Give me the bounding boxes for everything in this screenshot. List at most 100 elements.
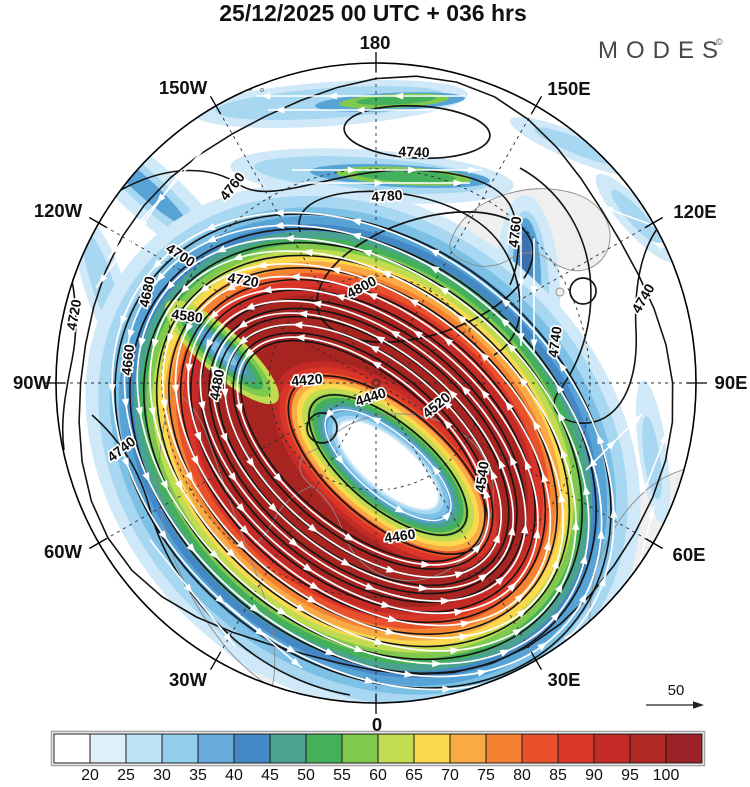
colorbar-tick-label: 50 bbox=[297, 767, 315, 782]
longitude-ticks bbox=[45, 52, 707, 714]
streamline-arrowhead bbox=[374, 179, 385, 187]
wind-speed-shading bbox=[67, 80, 677, 703]
streamline bbox=[149, 250, 577, 652]
streamline-arrowhead bbox=[443, 419, 453, 430]
streamline-arrowhead bbox=[289, 273, 300, 281]
longitude-tick bbox=[89, 537, 107, 550]
streamline-arrowhead bbox=[408, 298, 420, 307]
streamline-arrowhead bbox=[171, 384, 180, 395]
streamline bbox=[187, 287, 539, 615]
contour-label: 4740 bbox=[628, 281, 658, 316]
streamline-arrowhead bbox=[152, 259, 162, 270]
streamline-arrowhead bbox=[632, 414, 642, 424]
streamline-arrowhead bbox=[334, 294, 346, 302]
height-contour bbox=[343, 104, 491, 160]
streamline-arrowhead bbox=[448, 389, 458, 400]
meridian-line bbox=[215, 105, 537, 661]
page-title: 25/12/2025 00 UTC + 036 hrs bbox=[219, 0, 527, 26]
streamline-arrowhead bbox=[344, 532, 355, 541]
height-contour-rim bbox=[78, 75, 674, 676]
logo-text: MODES bbox=[598, 37, 726, 64]
streamline-arrowhead bbox=[512, 628, 523, 637]
colorbar-cell bbox=[161, 733, 199, 764]
streamline-arrowhead bbox=[541, 472, 549, 483]
streamline-arrowhead bbox=[454, 608, 465, 616]
streamline-arrowhead bbox=[206, 339, 214, 350]
colorbar-cell bbox=[233, 733, 271, 764]
shading-patch bbox=[534, 127, 620, 165]
streamline-arrowhead bbox=[232, 253, 243, 261]
longitude-label: 150E bbox=[547, 78, 590, 99]
streamline bbox=[223, 323, 503, 579]
streamline-arrowhead bbox=[370, 416, 382, 425]
streamline-arrowhead bbox=[517, 333, 525, 343]
streamline-arrowhead bbox=[244, 302, 256, 310]
longitude-label: 180 bbox=[360, 32, 391, 53]
streamline-arrowhead bbox=[412, 330, 424, 339]
height-contours bbox=[61, 75, 674, 696]
streamline-arrowhead bbox=[209, 549, 219, 560]
streamline-arrowhead bbox=[139, 219, 148, 229]
streamline-arrowhead bbox=[302, 248, 313, 257]
streamline-arrowhead bbox=[385, 627, 396, 635]
colorbar-tick-label: 25 bbox=[117, 767, 135, 782]
streamline-arrowhead bbox=[236, 540, 247, 551]
longitude-tick bbox=[530, 652, 543, 670]
streamline-arrowhead bbox=[441, 511, 452, 522]
streamline-arrowhead bbox=[509, 455, 518, 466]
colorbar-tick-label: 65 bbox=[405, 767, 423, 782]
latitude-circle bbox=[161, 168, 591, 598]
streamline-arrowhead bbox=[228, 472, 237, 483]
streamline-arrowhead bbox=[238, 336, 249, 346]
colorbar-cell bbox=[341, 733, 379, 764]
streamline-arrowhead bbox=[554, 582, 563, 594]
streamline-arrowhead bbox=[221, 388, 229, 399]
streamline-arrowhead bbox=[206, 235, 217, 243]
streamline-arrowhead bbox=[418, 584, 429, 592]
streamline-arrowhead bbox=[215, 594, 226, 605]
contour-label: 4740 bbox=[398, 143, 430, 160]
streamline-arrowhead bbox=[223, 632, 233, 643]
streamline-arrowhead bbox=[151, 338, 159, 350]
streamline-arrowhead bbox=[580, 554, 588, 565]
colorbar-frame bbox=[50, 730, 706, 767]
streamline-arrowhead bbox=[311, 300, 322, 308]
streamline-arrowhead bbox=[517, 278, 525, 288]
height-contour bbox=[216, 315, 510, 587]
shading-patch bbox=[642, 416, 662, 500]
streamline-arrowhead bbox=[294, 334, 305, 342]
streamline-arrowhead bbox=[610, 507, 618, 518]
longitude-label: 90W bbox=[13, 372, 52, 393]
contour-label: 4780 bbox=[371, 187, 403, 205]
longitude-label: 60E bbox=[673, 544, 706, 565]
streamline-arrowhead bbox=[255, 627, 265, 637]
streamline bbox=[111, 211, 615, 691]
colorbar-tick-label: 80 bbox=[513, 767, 531, 782]
colorbar-cell bbox=[125, 733, 163, 764]
colorbar-tick-label: 60 bbox=[369, 767, 387, 782]
streamline-arrowhead bbox=[507, 342, 517, 353]
height-contour bbox=[179, 278, 547, 624]
meridian-line bbox=[98, 222, 654, 544]
streamline-arrowhead bbox=[495, 575, 505, 586]
streamline bbox=[199, 300, 527, 602]
streamline-arrowhead bbox=[380, 270, 392, 279]
streamline-arrowhead bbox=[108, 384, 116, 395]
streamline-arrowhead bbox=[454, 571, 465, 579]
colorbar-tick-label: 90 bbox=[585, 767, 603, 782]
colorbar-cell bbox=[629, 733, 667, 764]
streamline-arrowhead bbox=[198, 401, 206, 412]
streamline-arrowhead bbox=[324, 408, 335, 419]
streamline-arrowhead bbox=[244, 348, 254, 359]
streamline-arrowhead bbox=[492, 532, 500, 544]
streamline-arrowhead bbox=[408, 166, 418, 174]
streamline-arrowhead bbox=[500, 317, 510, 327]
streamline-arrowhead bbox=[275, 106, 285, 114]
streamline-arrowhead bbox=[543, 540, 551, 551]
streamline-arrowhead bbox=[572, 519, 580, 530]
streamline-arrowhead bbox=[456, 314, 467, 324]
height-contour bbox=[316, 211, 534, 343]
logo-copyright-mark: © bbox=[716, 37, 723, 47]
longitude-label: 90E bbox=[715, 372, 748, 393]
